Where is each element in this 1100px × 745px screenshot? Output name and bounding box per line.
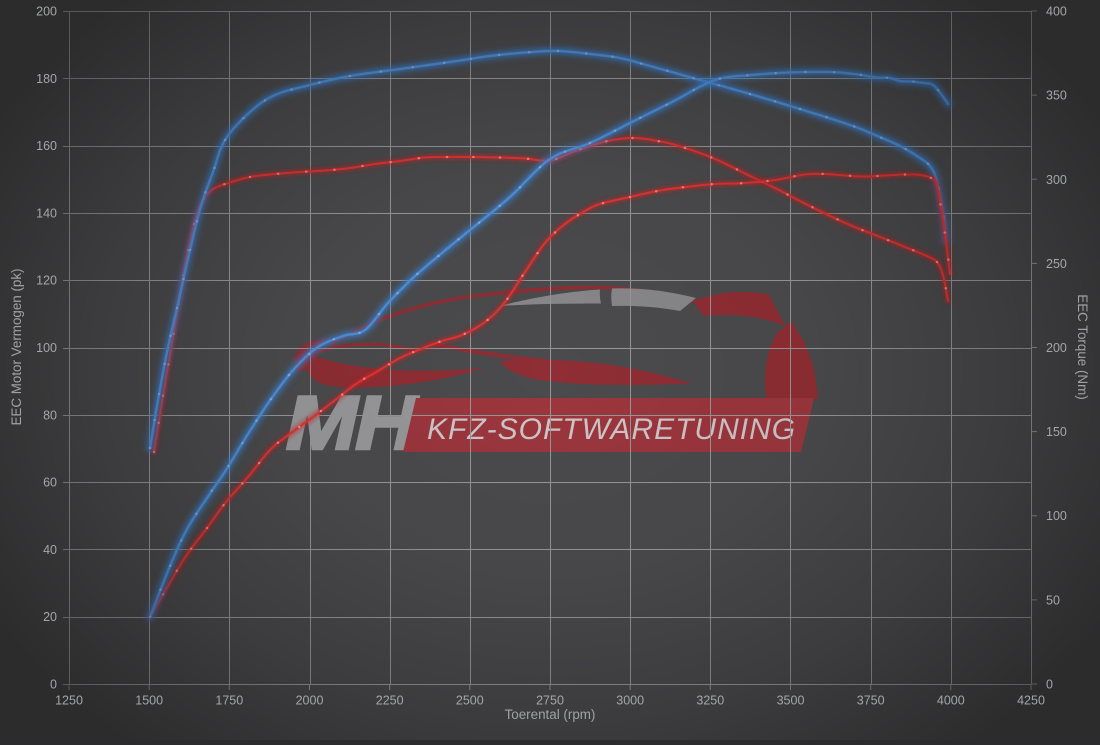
svg-text:2750: 2750 [536, 694, 564, 708]
svg-text:150: 150 [1046, 425, 1067, 439]
svg-text:160: 160 [36, 139, 57, 153]
svg-text:50: 50 [1046, 593, 1060, 607]
svg-text:3500: 3500 [777, 694, 805, 708]
svg-text:100: 100 [1046, 509, 1067, 523]
svg-text:4000: 4000 [937, 694, 965, 708]
svg-text:3000: 3000 [616, 694, 644, 708]
svg-text:250: 250 [1046, 257, 1067, 271]
svg-text:40: 40 [43, 543, 57, 557]
svg-text:300: 300 [1046, 173, 1067, 187]
svg-text:20: 20 [43, 610, 57, 624]
svg-text:200: 200 [36, 5, 57, 19]
svg-text:80: 80 [43, 408, 57, 422]
svg-text:400: 400 [1046, 5, 1067, 19]
svg-text:3750: 3750 [857, 694, 885, 708]
svg-text:60: 60 [43, 476, 57, 490]
svg-text:200: 200 [1046, 341, 1067, 355]
svg-text:120: 120 [36, 274, 57, 288]
svg-text:3250: 3250 [696, 694, 724, 708]
svg-text:350: 350 [1046, 89, 1067, 103]
svg-text:EEC Motor Vermogen (pk): EEC Motor Vermogen (pk) [9, 268, 24, 425]
svg-text:100: 100 [36, 341, 57, 355]
svg-text:EEC Torque (Nm): EEC Torque (Nm) [1075, 294, 1090, 399]
svg-text:1750: 1750 [215, 694, 243, 708]
svg-text:180: 180 [36, 72, 57, 86]
svg-text:1250: 1250 [55, 694, 83, 708]
svg-text:2000: 2000 [296, 694, 324, 708]
svg-text:4250: 4250 [1017, 694, 1045, 708]
svg-text:2500: 2500 [456, 694, 484, 708]
svg-text:2250: 2250 [376, 694, 404, 708]
svg-text:140: 140 [36, 206, 57, 220]
svg-text:1500: 1500 [135, 694, 163, 708]
svg-text:0: 0 [1046, 678, 1053, 692]
svg-text:0: 0 [50, 678, 57, 692]
svg-text:Toerental (rpm): Toerental (rpm) [505, 707, 596, 722]
